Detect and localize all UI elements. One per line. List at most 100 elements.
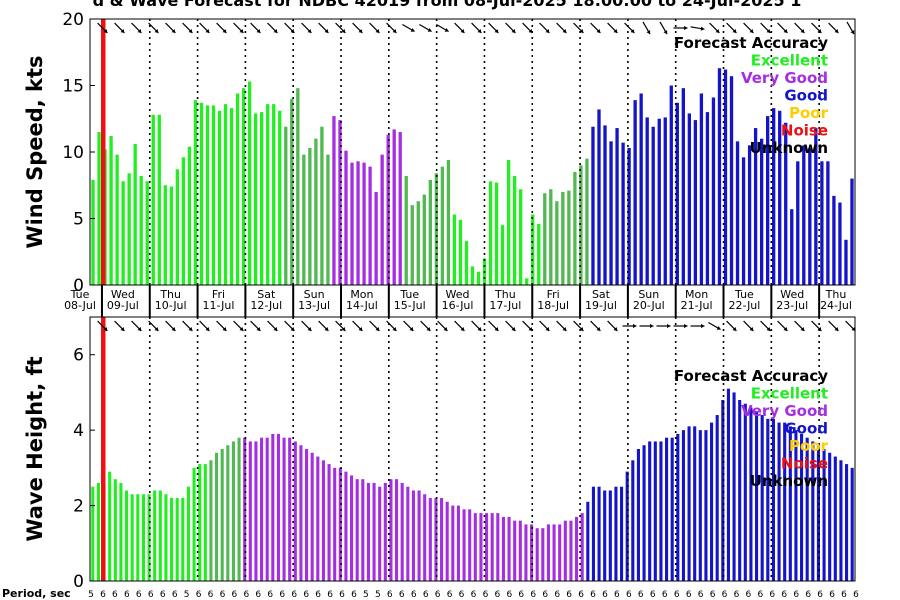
period-value: 6	[638, 590, 644, 600]
wave-bar	[282, 437, 286, 581]
wave-panel: 0 2 4 6 Wave Height, ft Forecast AccuracyEx…	[23, 316, 856, 592]
wave-bar	[305, 449, 309, 581]
period-value: 6	[781, 590, 787, 600]
period-value: 5	[88, 590, 94, 600]
wind-arrow	[97, 22, 108, 34]
wave-arrow-head	[324, 327, 329, 331]
day-name-label: Tue	[399, 288, 419, 301]
period-value: 6	[172, 590, 178, 600]
wind-arrow	[522, 22, 533, 34]
wave-arrow-head	[477, 327, 482, 331]
wave-arrow	[607, 320, 618, 332]
wind-bar	[766, 116, 770, 285]
wind-bar	[290, 98, 294, 285]
wave-bar	[440, 498, 444, 581]
wave-arrow	[114, 320, 125, 332]
date-label: 13-Jul	[298, 299, 330, 312]
wind-arrow-head	[341, 29, 346, 33]
date-label: 18-Jul	[537, 299, 569, 312]
wave-legend-title: Forecast Accuracy	[674, 367, 828, 385]
wave-bar	[153, 490, 157, 581]
wind-arrow-head	[427, 28, 432, 32]
wind-bar	[802, 145, 806, 285]
wind-bar	[832, 195, 836, 285]
wind-bar	[741, 157, 746, 285]
wind-ytick-label: 20	[62, 10, 84, 30]
wind-bar	[151, 114, 155, 285]
wave-arrow-head	[307, 327, 312, 331]
wave-arrow-head	[494, 327, 499, 331]
wave-bar	[586, 501, 590, 581]
wind-ylabel: Wind Speed, kts	[23, 55, 47, 248]
wave-bar	[558, 524, 562, 581]
period-value: 6	[411, 590, 417, 600]
wave-arrow-head	[596, 327, 601, 331]
wind-arrow	[505, 22, 516, 34]
day-name-label: Sun	[638, 288, 659, 301]
wind-bar	[320, 126, 324, 285]
wind-bar	[308, 148, 312, 285]
wave-y-axis: 0 2 4 6	[73, 316, 856, 592]
date-label: 20-Jul	[633, 299, 665, 312]
wind-bar	[109, 136, 113, 285]
wind-arrow-head	[646, 30, 651, 35]
wave-arrow-head	[511, 327, 516, 331]
wave-arrow	[556, 320, 567, 332]
wind-arrow-head	[477, 29, 482, 33]
wave-arrow-head	[375, 327, 380, 331]
day-name-label: Tue	[734, 288, 754, 301]
wave-arrow	[673, 323, 688, 329]
period-value: 6	[220, 590, 226, 600]
wave-arrow-head	[409, 327, 414, 331]
wave-bar	[698, 430, 702, 581]
period-value: 6	[279, 590, 285, 600]
day-name-label: Mon	[685, 288, 708, 301]
wind-bar	[253, 113, 258, 286]
period-value: 6	[495, 590, 501, 600]
wave-bar	[794, 430, 798, 581]
day-name-label: Thu	[494, 288, 516, 301]
wind-arrow	[709, 22, 720, 34]
wave-bar	[693, 426, 697, 581]
period-value: 6	[423, 590, 429, 600]
period-value: 6	[530, 590, 536, 600]
wind-bar	[796, 161, 800, 285]
wind-arrow-head	[783, 29, 788, 33]
wave-bar	[833, 456, 837, 581]
wind-bar	[398, 132, 402, 285]
day-name-label: Wed	[446, 288, 470, 301]
wind-arrow-head	[732, 29, 737, 33]
wave-bar	[456, 505, 460, 581]
wind-bar	[579, 165, 583, 285]
wind-arrow	[386, 22, 397, 34]
wave-arrow	[131, 320, 142, 332]
wind-bar	[302, 154, 306, 285]
wave-bar	[462, 509, 466, 581]
wave-bar	[96, 482, 100, 581]
wave-arrow-head	[545, 327, 550, 331]
wind-bar	[223, 104, 228, 286]
wave-bar	[659, 441, 663, 581]
wind-arrow-head	[663, 30, 668, 35]
day-name-label: Tue	[70, 288, 90, 301]
day-name-label: Thu	[825, 288, 847, 301]
period-value: 6	[650, 590, 656, 600]
wind-bar	[416, 201, 420, 285]
wave-arrow-head	[222, 327, 227, 331]
wind-bar	[446, 159, 451, 285]
period-value: 6	[196, 590, 202, 600]
wind-arrow-head	[596, 29, 601, 33]
wave-day-gridlines	[101, 317, 820, 581]
wave-bar	[732, 392, 736, 581]
wind-arrow-head	[375, 29, 380, 33]
wave-bar	[687, 426, 691, 581]
wave-bar	[215, 452, 219, 581]
wave-bar	[665, 437, 669, 581]
wave-arrow	[743, 320, 754, 332]
wind-bar	[609, 141, 613, 285]
wind-bar	[549, 189, 553, 285]
wind-bar	[669, 85, 673, 285]
wind-bar	[519, 189, 523, 285]
wind-arrow	[369, 22, 380, 34]
